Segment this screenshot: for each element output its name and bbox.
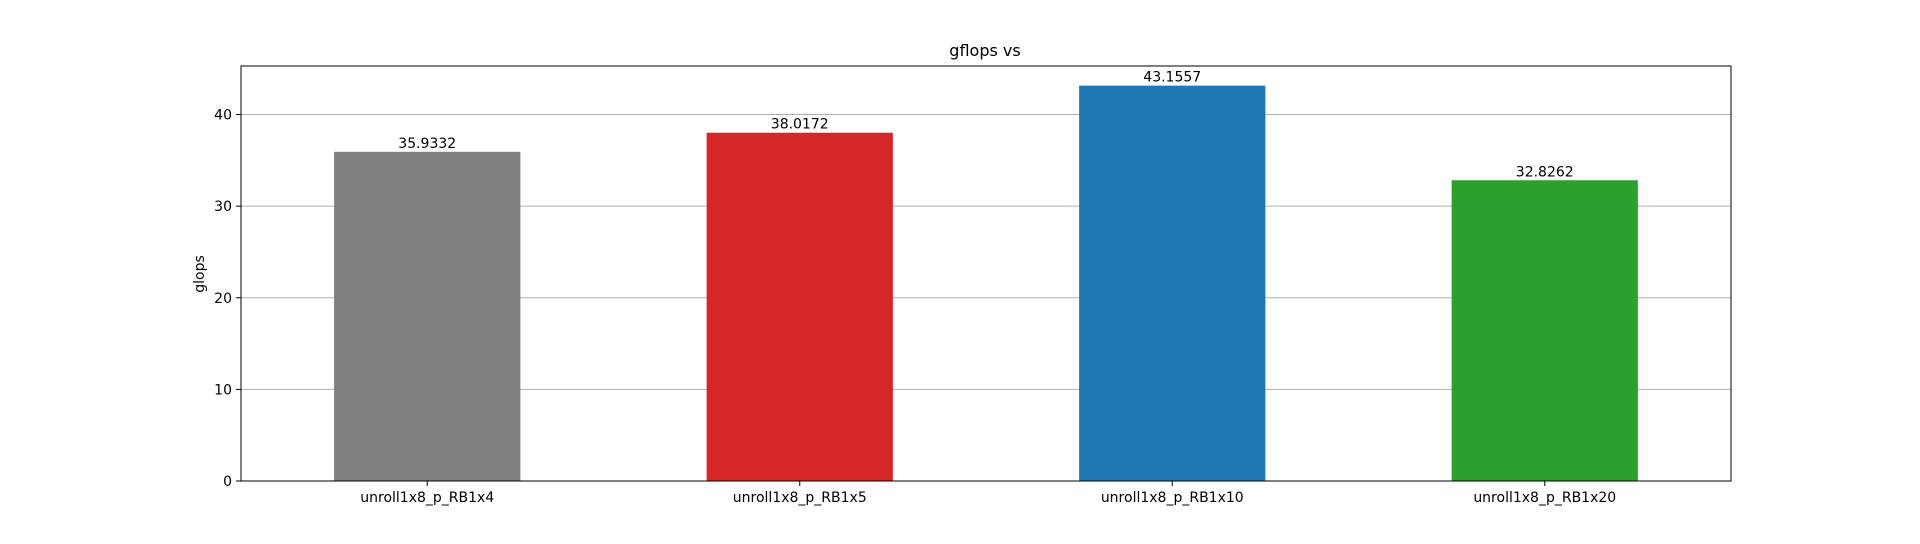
x-tick-label: unroll1x8_p_RB1x4: [360, 490, 494, 506]
y-tick-label: 30: [214, 199, 232, 215]
bar-3: [1079, 85, 1266, 481]
bar-2: [706, 132, 893, 481]
x-tick-label: unroll1x8_p_RB1x20: [1473, 490, 1616, 506]
axes: 0 10 20 30 40 unroll1x8_p_RB1x4 unroll1x8_p_RB…: [214, 65, 1732, 506]
bar-4: [1451, 180, 1638, 481]
bar-1: [334, 151, 521, 481]
plot-frame: [240, 65, 1732, 482]
y-axis-label: glops: [192, 255, 208, 293]
y-tick-label: 0: [223, 474, 232, 490]
y-tick-label: 20: [214, 291, 232, 307]
chart-title: gflops vs: [949, 41, 1020, 60]
bar-value-labels: 35.9332 38.0172 43.1557 32.8262: [398, 70, 1573, 181]
bar-value-label: 35.9332: [398, 136, 456, 152]
x-tick-label: unroll1x8_p_RB1x10: [1101, 490, 1244, 506]
bar-value-label: 38.0172: [771, 117, 829, 133]
bars: [334, 85, 1638, 481]
x-tick-label: unroll1x8_p_RB1x5: [733, 490, 867, 506]
y-tick-label: 10: [214, 382, 232, 398]
y-tick-label: 40: [214, 108, 232, 124]
bar-value-label: 43.1557: [1143, 70, 1201, 86]
bar-value-label: 32.8262: [1516, 164, 1574, 180]
